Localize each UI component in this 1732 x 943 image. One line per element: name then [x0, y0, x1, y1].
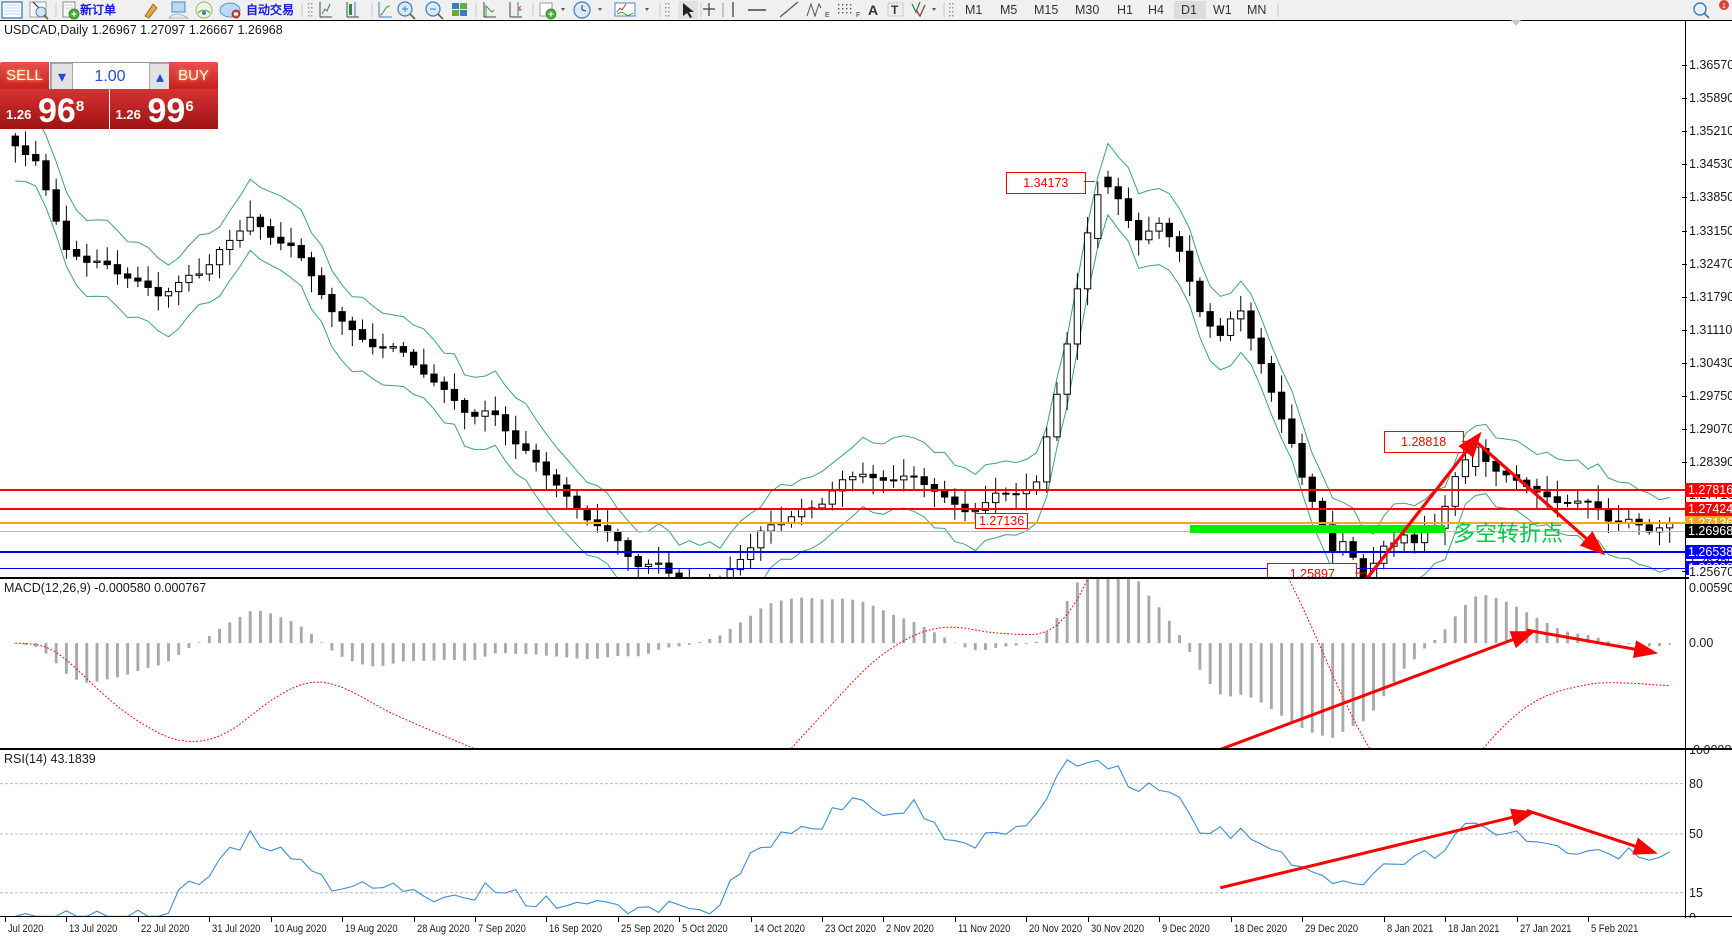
svg-text:M30: M30 [1075, 3, 1099, 17]
svg-text:F: F [856, 12, 860, 19]
svg-text:A: A [868, 2, 878, 18]
svg-text:MN: MN [1247, 3, 1266, 17]
svg-text:H1: H1 [1117, 3, 1133, 17]
svg-text:E: E [825, 12, 830, 19]
svg-text:新订单: 新订单 [80, 2, 116, 17]
svg-text:自动交易: 自动交易 [246, 2, 294, 17]
svg-text:W1: W1 [1213, 3, 1232, 17]
svg-text:D1: D1 [1181, 3, 1197, 17]
svg-text:M5: M5 [1000, 3, 1017, 17]
svg-text:1: 1 [1722, 3, 1726, 10]
svg-text:H4: H4 [1148, 3, 1164, 17]
svg-text:T: T [891, 3, 899, 17]
svg-text:M15: M15 [1034, 3, 1058, 17]
svg-text:M1: M1 [965, 3, 982, 17]
